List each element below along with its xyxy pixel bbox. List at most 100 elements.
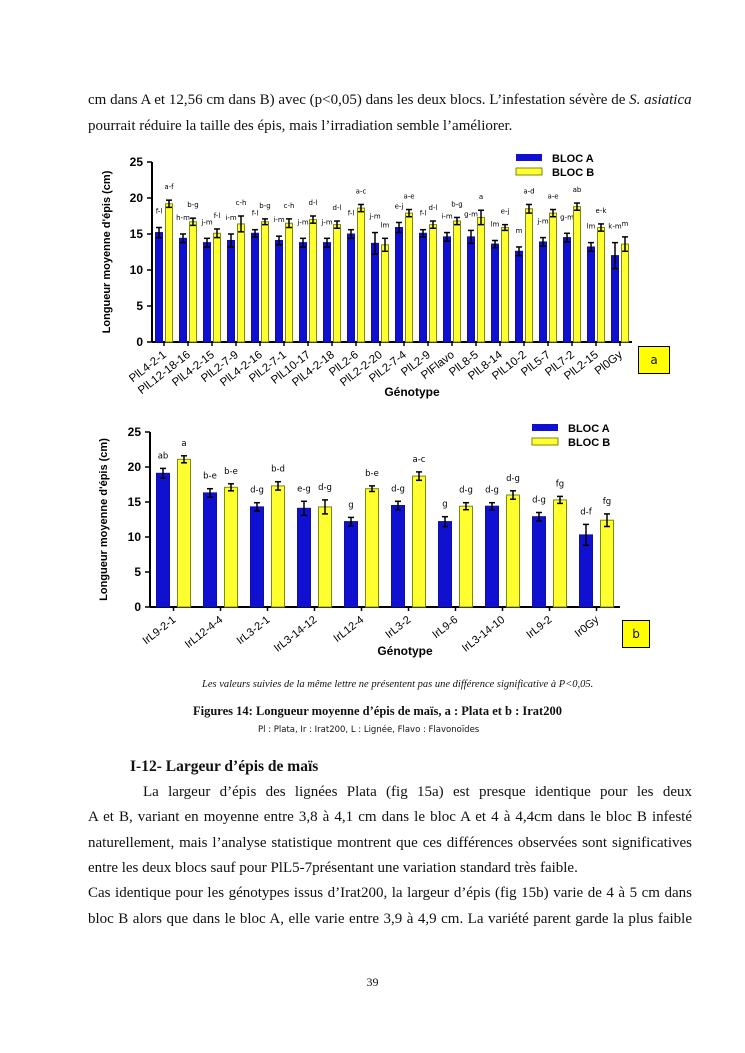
bar-bloc-a (275, 239, 283, 343)
significance-letter: b-g (259, 202, 270, 210)
bar-bloc-b (412, 475, 426, 608)
figure-abbreviations: Pl : Plata, Ir : Irat200, L : Lignée, Fl… (258, 725, 480, 735)
legend-label: BLOC A (552, 153, 594, 165)
y-tick-label: 10 (128, 530, 142, 544)
text-segment: cm dans A et 12,56 cm dans B) avec (p<0,… (88, 92, 630, 108)
bar-bloc-a (156, 472, 170, 608)
bar-bloc-a (155, 232, 163, 343)
bar-bloc-b (224, 486, 238, 608)
significance-letter: a (479, 193, 483, 201)
significance-letter: a-d (523, 187, 534, 195)
y-tick-label: 0 (136, 335, 143, 349)
bar-bloc-b (365, 488, 379, 608)
bar-bloc-a (532, 516, 546, 608)
significance-letter: d-f (580, 507, 592, 517)
significance-letter: fg (603, 497, 611, 507)
x-tick-label: IrL3-2-1 (235, 614, 273, 647)
y-tick-label: 0 (134, 600, 141, 614)
bar-bloc-a (539, 241, 547, 343)
x-tick-label: IrL3-14-10 (460, 614, 507, 655)
legend-label: BLOC B (552, 167, 594, 179)
bar-bloc-b (429, 224, 437, 343)
y-tick-label: 25 (130, 155, 144, 169)
significance-letter: a-c (356, 187, 367, 195)
section-heading: I-12- Largeur d’épis de maïs (130, 758, 319, 775)
significance-letter: d-l (309, 199, 318, 207)
significance-letter: lm (381, 221, 390, 229)
x-axis-title: Génotype (384, 385, 440, 399)
significance-letter: e-j (395, 202, 404, 210)
significance-letter: b-g (451, 200, 462, 208)
significance-letter: g (442, 500, 447, 510)
bar-bloc-b (477, 216, 485, 343)
bar-bloc-b (237, 223, 245, 343)
significance-letter: f-l (156, 208, 163, 216)
bar-bloc-a (299, 242, 307, 343)
legend-swatch (531, 437, 559, 446)
body-text-line: La largeur d’épis des lignées Plata (fig… (143, 784, 692, 800)
y-axis-title: Longueur moyenne d'épis (cm) (98, 438, 110, 601)
bar-bloc-a (203, 242, 211, 343)
x-tick-label: IrL9-2-1 (141, 614, 179, 647)
bar-bloc-a (203, 492, 217, 608)
x-tick-label: IrL12-4-4 (183, 614, 226, 651)
bar-bloc-b (309, 219, 317, 343)
significance-letter: d-l (333, 204, 342, 212)
significance-letter: b-e (224, 467, 238, 477)
significance-letter: b-e (203, 472, 217, 482)
x-tick-label: Ir0Gy (573, 614, 602, 640)
bar-bloc-b (271, 485, 285, 608)
significance-letter: g (348, 500, 353, 510)
significance-letter: j-m (200, 218, 212, 226)
bar-bloc-a (419, 232, 427, 343)
bar-bloc-b (506, 494, 520, 608)
significance-letter: e-k (596, 207, 608, 215)
significance-letter: b-g (187, 201, 198, 209)
significance-letter: e-j (501, 208, 510, 216)
y-tick-label: 20 (130, 191, 144, 205)
bar-bloc-b (553, 499, 567, 608)
legend-swatch (515, 167, 543, 176)
bar-bloc-b (285, 222, 293, 343)
bar-bloc-b (621, 243, 629, 343)
significance-letter: c-h (284, 202, 295, 210)
significance-letter: d-g (391, 484, 405, 494)
significance-letter: k-m (608, 223, 622, 231)
legend-label: BLOC B (568, 437, 610, 449)
significance-letter: e-g (297, 484, 311, 494)
significance-letter: f-l (252, 210, 259, 218)
x-tick-label: IrL9-6 (430, 614, 460, 641)
y-axis-title: Longueur moyenne d'épis (cm) (101, 170, 113, 333)
legend-swatch (516, 154, 542, 161)
significance-letter: fg (556, 479, 564, 489)
bar-bloc-b (501, 227, 509, 343)
x-tick-label: IrL9-2 (524, 614, 554, 641)
significance-letter: j-m (320, 218, 332, 226)
bar-bloc-a (515, 250, 523, 343)
y-tick-label: 10 (130, 263, 144, 277)
panel-tag-a: a (638, 346, 670, 374)
bar-bloc-b (459, 505, 473, 608)
x-axis-title: Génotype (377, 644, 433, 658)
significance-letter: d-g (318, 483, 332, 493)
legend-label: BLOC A (568, 423, 610, 435)
bar-bloc-a (250, 506, 264, 608)
significance-letter: a-e (547, 193, 558, 201)
significance-letter: b-e (365, 469, 379, 479)
significance-letter: g-m (560, 213, 574, 221)
y-tick-label: 5 (134, 565, 141, 579)
bar-bloc-a (467, 236, 475, 343)
panel-tag-b: b (622, 620, 650, 648)
bar-bloc-a (563, 237, 571, 343)
bar-bloc-a (438, 521, 452, 608)
significance-letter: j-m (368, 213, 380, 221)
bar-bloc-b (213, 232, 221, 343)
bar-bloc-b (597, 227, 605, 343)
bar-bloc-a (391, 505, 405, 608)
bar-bloc-b (600, 519, 614, 608)
significance-letter: j-m (536, 218, 548, 226)
bar-bloc-b (357, 207, 365, 343)
significance-letter: d-g (250, 486, 264, 496)
bar-bloc-a (371, 242, 379, 343)
